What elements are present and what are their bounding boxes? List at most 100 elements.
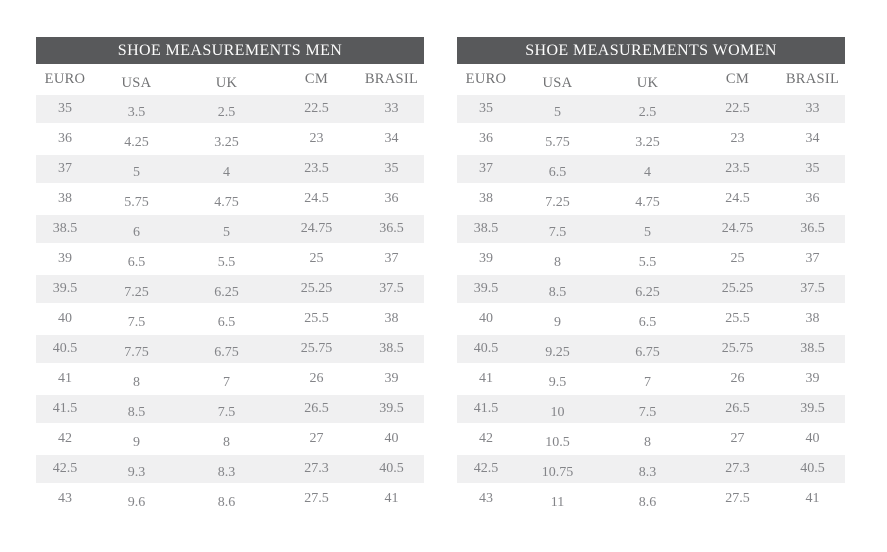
table-cell: 38: [479, 191, 493, 206]
table-cell: 40.5: [473, 341, 499, 356]
column-header-usa: USA: [121, 75, 152, 91]
table-row: 43 9.6 8.6 27.5 41: [36, 485, 424, 513]
table-cell: 37: [805, 251, 820, 266]
table-cell: 41: [384, 491, 399, 506]
table-cell: 3.5: [127, 105, 146, 120]
table-cell: 37: [58, 161, 72, 176]
table-cell: 5.5: [638, 255, 657, 270]
women-column-header-row: EURO USA UK CM BRASIL: [457, 64, 845, 95]
table-cell: 35: [58, 101, 72, 116]
table-cell: 7.75: [124, 345, 149, 360]
table-cell: 37: [384, 251, 399, 266]
table-cell: 9.3: [127, 465, 146, 480]
table-cell: 7.5: [638, 405, 657, 420]
table-cell: 6.5: [548, 165, 567, 180]
table-cell: 8: [133, 375, 140, 390]
table-cell: 6.25: [214, 285, 239, 300]
table-cell: 36: [58, 131, 72, 146]
table-cell: 8.6: [217, 495, 236, 510]
column-header-brasil: BRASIL: [785, 71, 840, 87]
column-header-cm: CM: [725, 71, 750, 87]
table-cell: 26: [730, 371, 745, 386]
table-cell: 25.5: [304, 311, 329, 326]
table-row: 41 8 7 26 39: [36, 365, 424, 393]
table-cell: 4.75: [635, 195, 660, 210]
table-cell: 42.5: [473, 461, 499, 476]
table-row: 37 5 4 23.5 35: [36, 155, 424, 183]
table-cell: 8: [644, 435, 651, 450]
column-header-uk: UK: [215, 75, 238, 91]
table-cell: 41.5: [52, 401, 78, 416]
table-cell: 2.5: [217, 105, 236, 120]
table-cell: 27.3: [725, 461, 750, 476]
table-row: 40 9 6.5 25.5 38: [457, 305, 845, 333]
table-cell: 26.5: [725, 401, 750, 416]
table-cell: 39: [384, 371, 399, 386]
table-cell: 6.75: [635, 345, 660, 360]
men-table-title: SHOE MEASUREMENTS MEN: [36, 37, 424, 64]
table-cell: 8.3: [217, 465, 236, 480]
table-cell: 27.5: [725, 491, 750, 506]
table-cell: 40.5: [800, 461, 825, 476]
table-cell: 41: [479, 371, 493, 386]
table-cell: 39.5: [379, 401, 404, 416]
table-cell: 4: [223, 165, 230, 180]
table-cell: 25.25: [721, 281, 754, 296]
table-cell: 9.5: [548, 375, 567, 390]
table-row: 43 11 8.6 27.5 41: [457, 485, 845, 513]
table-cell: 38: [58, 191, 72, 206]
table-cell: 7.25: [545, 195, 570, 210]
table-cell: 3.25: [635, 135, 660, 150]
table-cell: 27.5: [304, 491, 329, 506]
table-row: 42 10.5 8 27 40: [457, 425, 845, 453]
table-cell: 43: [58, 491, 72, 506]
table-cell: 7: [644, 375, 651, 390]
column-header-uk: UK: [636, 75, 659, 91]
table-cell: 8: [554, 255, 561, 270]
table-row: 35 5 2.5 22.5 33: [457, 95, 845, 123]
table-row: 37 6.5 4 23.5 35: [457, 155, 845, 183]
table-row: 40 7.5 6.5 25.5 38: [36, 305, 424, 333]
table-cell: 10: [550, 405, 565, 420]
table-row: 40.5 7.75 6.75 25.75 38.5: [36, 335, 424, 363]
table-cell: 4: [644, 165, 651, 180]
table-cell: 36: [384, 191, 399, 206]
table-cell: 5.75: [124, 195, 149, 210]
table-cell: 38: [384, 311, 399, 326]
table-cell: 37: [479, 161, 493, 176]
table-cell: 38.5: [52, 221, 78, 236]
table-row: 38.5 7.5 5 24.75 36.5: [457, 215, 845, 243]
table-cell: 6.5: [217, 315, 236, 330]
men-table-body: 35 3.5 2.5 22.5 33 36 4.25 3.25 23 34 37 5 4 23.5 35 38…: [36, 95, 424, 513]
table-cell: 35: [479, 101, 493, 116]
table-cell: 9: [133, 435, 140, 450]
column-header-brasil: BRASIL: [364, 71, 419, 87]
table-cell: 36: [479, 131, 493, 146]
men-column-header-row: EURO USA UK CM BRASIL: [36, 64, 424, 95]
table-cell: 8.5: [548, 285, 567, 300]
table-row: 38 5.75 4.75 24.5 36: [36, 185, 424, 213]
table-cell: 43: [479, 491, 493, 506]
table-cell: 25: [730, 251, 745, 266]
table-row: 42.5 9.3 8.3 27.3 40.5: [36, 455, 424, 483]
table-cell: 39: [805, 371, 820, 386]
table-cell: 34: [805, 131, 820, 146]
table-row: 41.5 10 7.5 26.5 39.5: [457, 395, 845, 423]
table-cell: 38.5: [800, 341, 825, 356]
table-cell: 36.5: [800, 221, 825, 236]
table-cell: 8.6: [638, 495, 657, 510]
table-row: 40.5 9.25 6.75 25.75 38.5: [457, 335, 845, 363]
table-cell: 41: [805, 491, 820, 506]
table-cell: 39: [479, 251, 493, 266]
table-cell: 7.25: [124, 285, 149, 300]
table-cell: 25.75: [721, 341, 754, 356]
table-cell: 5.5: [217, 255, 236, 270]
table-cell: 39.5: [473, 281, 499, 296]
table-cell: 9.25: [545, 345, 570, 360]
table-cell: 7: [223, 375, 230, 390]
table-row: 41.5 8.5 7.5 26.5 39.5: [36, 395, 424, 423]
table-cell: 38.5: [379, 341, 404, 356]
table-row: 41 9.5 7 26 39: [457, 365, 845, 393]
table-row: 38 7.25 4.75 24.5 36: [457, 185, 845, 213]
